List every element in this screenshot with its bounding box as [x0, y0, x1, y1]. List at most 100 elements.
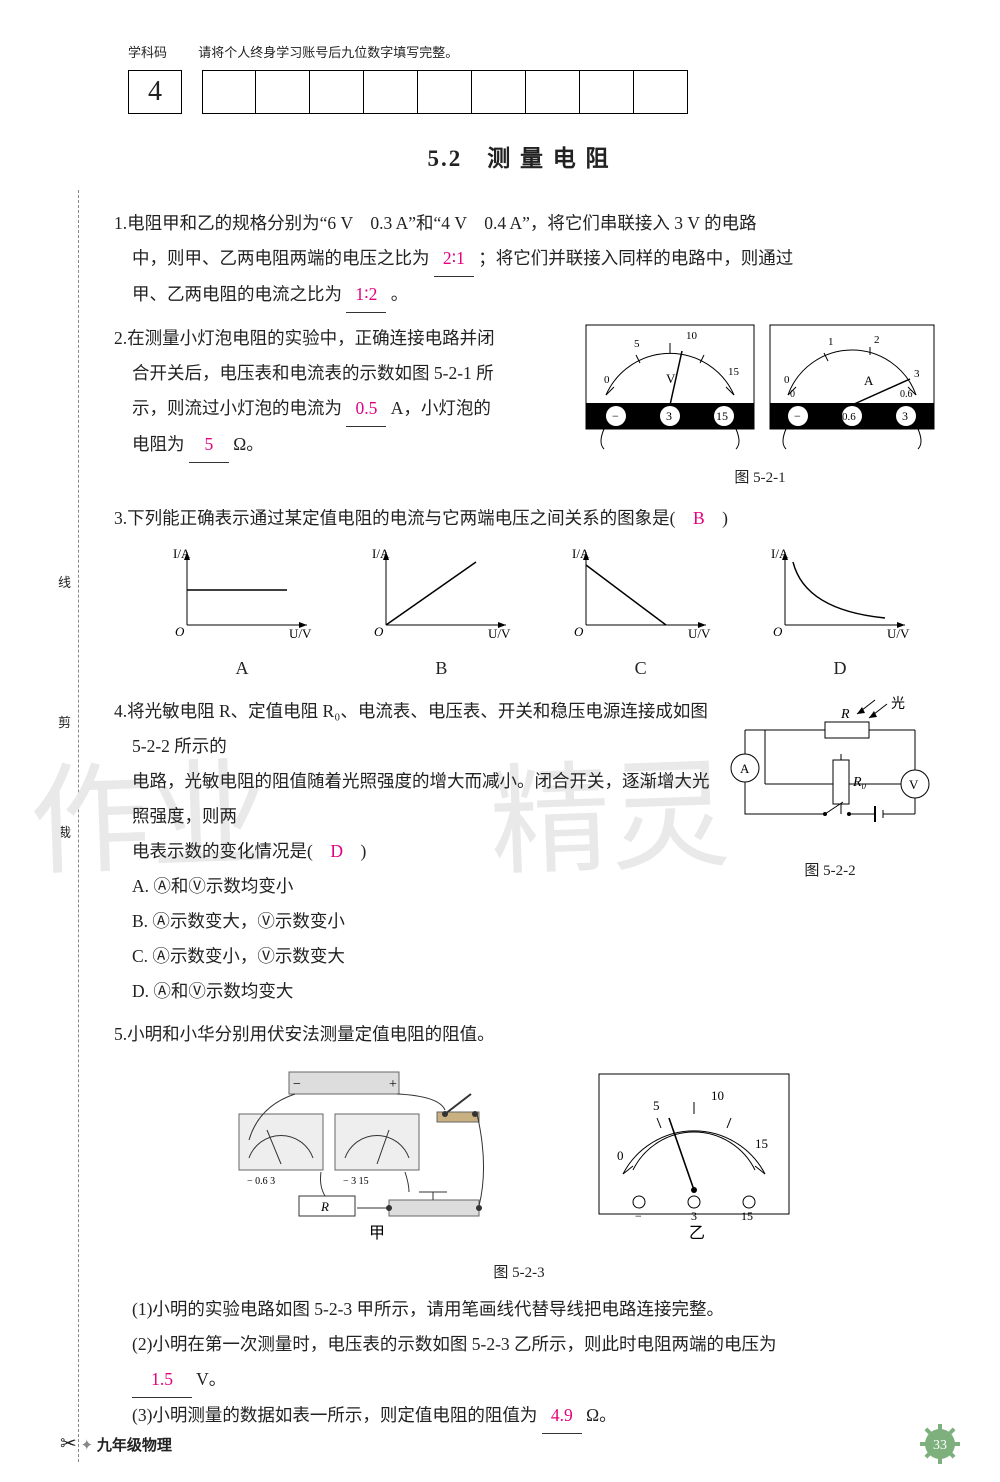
- q4-answer: D: [330, 841, 343, 861]
- cut-label-3: 裁: [58, 820, 71, 846]
- account-digit-boxes[interactable]: [202, 70, 688, 114]
- svg-text:O: O: [374, 624, 384, 639]
- graph-C: I/A U/V O: [566, 540, 716, 640]
- fig-5-2-2-caption: 图 5-2-2: [720, 856, 940, 886]
- a-tick-0: 0: [784, 374, 790, 386]
- q4-num: 4.: [114, 701, 127, 721]
- svg-text:I/A: I/A: [173, 546, 191, 561]
- q5-ans3: 4.9: [542, 1398, 582, 1434]
- a-tick-3: 3: [914, 368, 920, 380]
- grade-label: 九年级物理: [97, 1438, 172, 1454]
- a-b-0: 0: [790, 389, 795, 400]
- svg-text:U/V: U/V: [488, 626, 511, 640]
- svg-text:O: O: [773, 624, 783, 639]
- cut-line: [78, 190, 79, 1462]
- svg-text:3: 3: [691, 1209, 697, 1223]
- a-tick-1: 1: [828, 336, 834, 348]
- svg-text:15: 15: [755, 1136, 768, 1151]
- svg-text:R₀: R₀: [852, 775, 867, 790]
- code-label: 学科码: [128, 45, 167, 60]
- svg-text:U/V: U/V: [887, 626, 910, 640]
- opt-B-label: B: [351, 650, 531, 686]
- svg-text:10: 10: [711, 1088, 724, 1103]
- opt-D-label: D: [750, 650, 930, 686]
- q5-num: 5.: [114, 1024, 127, 1044]
- problem-5: 5.小明和小华分别用伏安法测量定值电阻的阻值。 −+ − 0.6 3: [98, 1017, 940, 1434]
- a-btn-r: 3: [902, 409, 908, 423]
- svg-text:O: O: [175, 624, 185, 639]
- a-btn-m: 0.6: [842, 411, 856, 423]
- fig-5-2-3: − + − 0.6 3 − 3 15: [98, 1056, 940, 1288]
- svg-text:I/A: I/A: [771, 546, 789, 561]
- v-btn-r: 15: [716, 409, 728, 423]
- q1-ans2: 1∶2: [346, 277, 386, 313]
- opt-A: A. Ⓐ和Ⓥ示数均变小: [132, 876, 293, 896]
- svg-text:−: −: [293, 1077, 301, 1092]
- q1-ans1: 2∶1: [434, 241, 474, 277]
- svg-text:U/V: U/V: [688, 626, 711, 640]
- a-b-06: 0.6: [900, 389, 913, 400]
- svg-text:I/A: I/A: [372, 546, 390, 561]
- q5-ans2: 1.5: [132, 1362, 192, 1398]
- opt-D: D. Ⓐ和Ⓥ示数均变大: [132, 981, 293, 1001]
- q2-num: 2.: [114, 328, 127, 348]
- problem-1: 1.电阻甲和乙的规格分别为“6 V 0.3 A”和“4 V 0.4 A”，将它们…: [98, 206, 940, 313]
- opt-A-label: A: [152, 650, 332, 686]
- fig-5-2-3-caption: 图 5-2-3: [98, 1258, 940, 1288]
- opt-C-label: C: [551, 650, 731, 686]
- svg-text:光: 光: [891, 696, 905, 712]
- subject-code-box: 4: [128, 70, 182, 114]
- problem-4: 光 R A R₀ V: [98, 694, 940, 1009]
- svg-text:O: O: [574, 624, 584, 639]
- a-btn-l: −: [794, 409, 801, 423]
- q1-l2a: 中，则甲、乙两电阻两端的电压之比为: [132, 248, 430, 268]
- q5-p2a: (2)小明在第一次测量时，电压表的示数如图 5-2-3 乙所示，则此时电阻两端的…: [132, 1334, 777, 1354]
- q2-ans-R: 5: [189, 427, 229, 463]
- id-header: 学科码 请将个人终身学习账号后九位数字填写完整。 4: [128, 40, 940, 114]
- svg-text:− 3 15: − 3 15: [343, 1176, 369, 1187]
- problem-2: 0 5 10 15 V − 3 15: [98, 321, 940, 493]
- a-tick-2: 2: [874, 334, 880, 346]
- q1-l3a: 甲、乙两电阻的电流之比为: [132, 284, 342, 304]
- meters-figure: 0 5 10 15 V − 3 15: [580, 321, 940, 493]
- opt-C: C. Ⓐ示数变小，Ⓥ示数变大: [132, 946, 345, 966]
- q5-p1: (1)小明的实验电路如图 5-2-3 甲所示，请用笔画线代替导线把电路连接完整。: [132, 1299, 724, 1319]
- q3-answer: B: [693, 508, 705, 528]
- cap-jia: 甲: [369, 1225, 385, 1242]
- svg-text:0: 0: [617, 1148, 624, 1163]
- q2-ans-I: 0.5: [346, 391, 386, 427]
- svg-text:V: V: [909, 777, 919, 792]
- graph-A: I/A U/V O: [167, 540, 317, 640]
- opt-B: B. Ⓐ示数变大，Ⓥ示数变小: [132, 911, 345, 931]
- scissors-icon: ✂: [60, 1433, 77, 1455]
- section-title: 5.2 测 量 电 阻: [98, 136, 940, 182]
- v-tick-0: 0: [604, 374, 610, 386]
- svg-text:I/A: I/A: [572, 546, 590, 561]
- v-tick-15: 15: [728, 366, 740, 378]
- svg-text:R: R: [320, 1199, 329, 1214]
- svg-text:15: 15: [741, 1209, 753, 1223]
- circuit-5-2-2: 光 R A R₀ V: [720, 694, 940, 886]
- cut-label-2: 剪: [58, 710, 71, 736]
- svg-text:R: R: [840, 707, 850, 722]
- q1-num: 1.: [114, 213, 127, 233]
- fig-5-2-1-caption: 图 5-2-1: [580, 463, 940, 493]
- a-unit: A: [864, 373, 874, 388]
- q3-graphs: I/A U/V O A I/A U/V O B: [98, 536, 940, 686]
- q1-l1: 电阻甲和乙的规格分别为“6 V 0.3 A”和“4 V 0.4 A”，将它们串联…: [127, 213, 757, 233]
- graph-B: I/A U/V O: [366, 540, 516, 640]
- page-number: 33: [933, 1438, 947, 1453]
- q3-num: 3.: [114, 508, 127, 528]
- svg-text:− 0.6 3: − 0.6 3: [247, 1176, 275, 1187]
- problem-3: 3.下列能正确表示通过某定值电阻的电流与它两端电压之间关系的图象是( B ) I…: [98, 501, 940, 686]
- q5-p3a: (3)小明测量的数据如表一所示，则定值电阻的阻值为: [132, 1405, 537, 1425]
- svg-text:A: A: [740, 761, 750, 776]
- cap-yi: 乙: [689, 1225, 705, 1242]
- v-btn-l: −: [612, 409, 619, 423]
- svg-text:+: +: [389, 1077, 397, 1092]
- graph-D: I/A U/V O: [765, 540, 915, 640]
- svg-text:U/V: U/V: [289, 626, 312, 640]
- v-btn-m: 3: [666, 409, 672, 423]
- v-tick-10: 10: [686, 330, 698, 342]
- code-prompt: 请将个人终身学习账号后九位数字填写完整。: [198, 45, 458, 60]
